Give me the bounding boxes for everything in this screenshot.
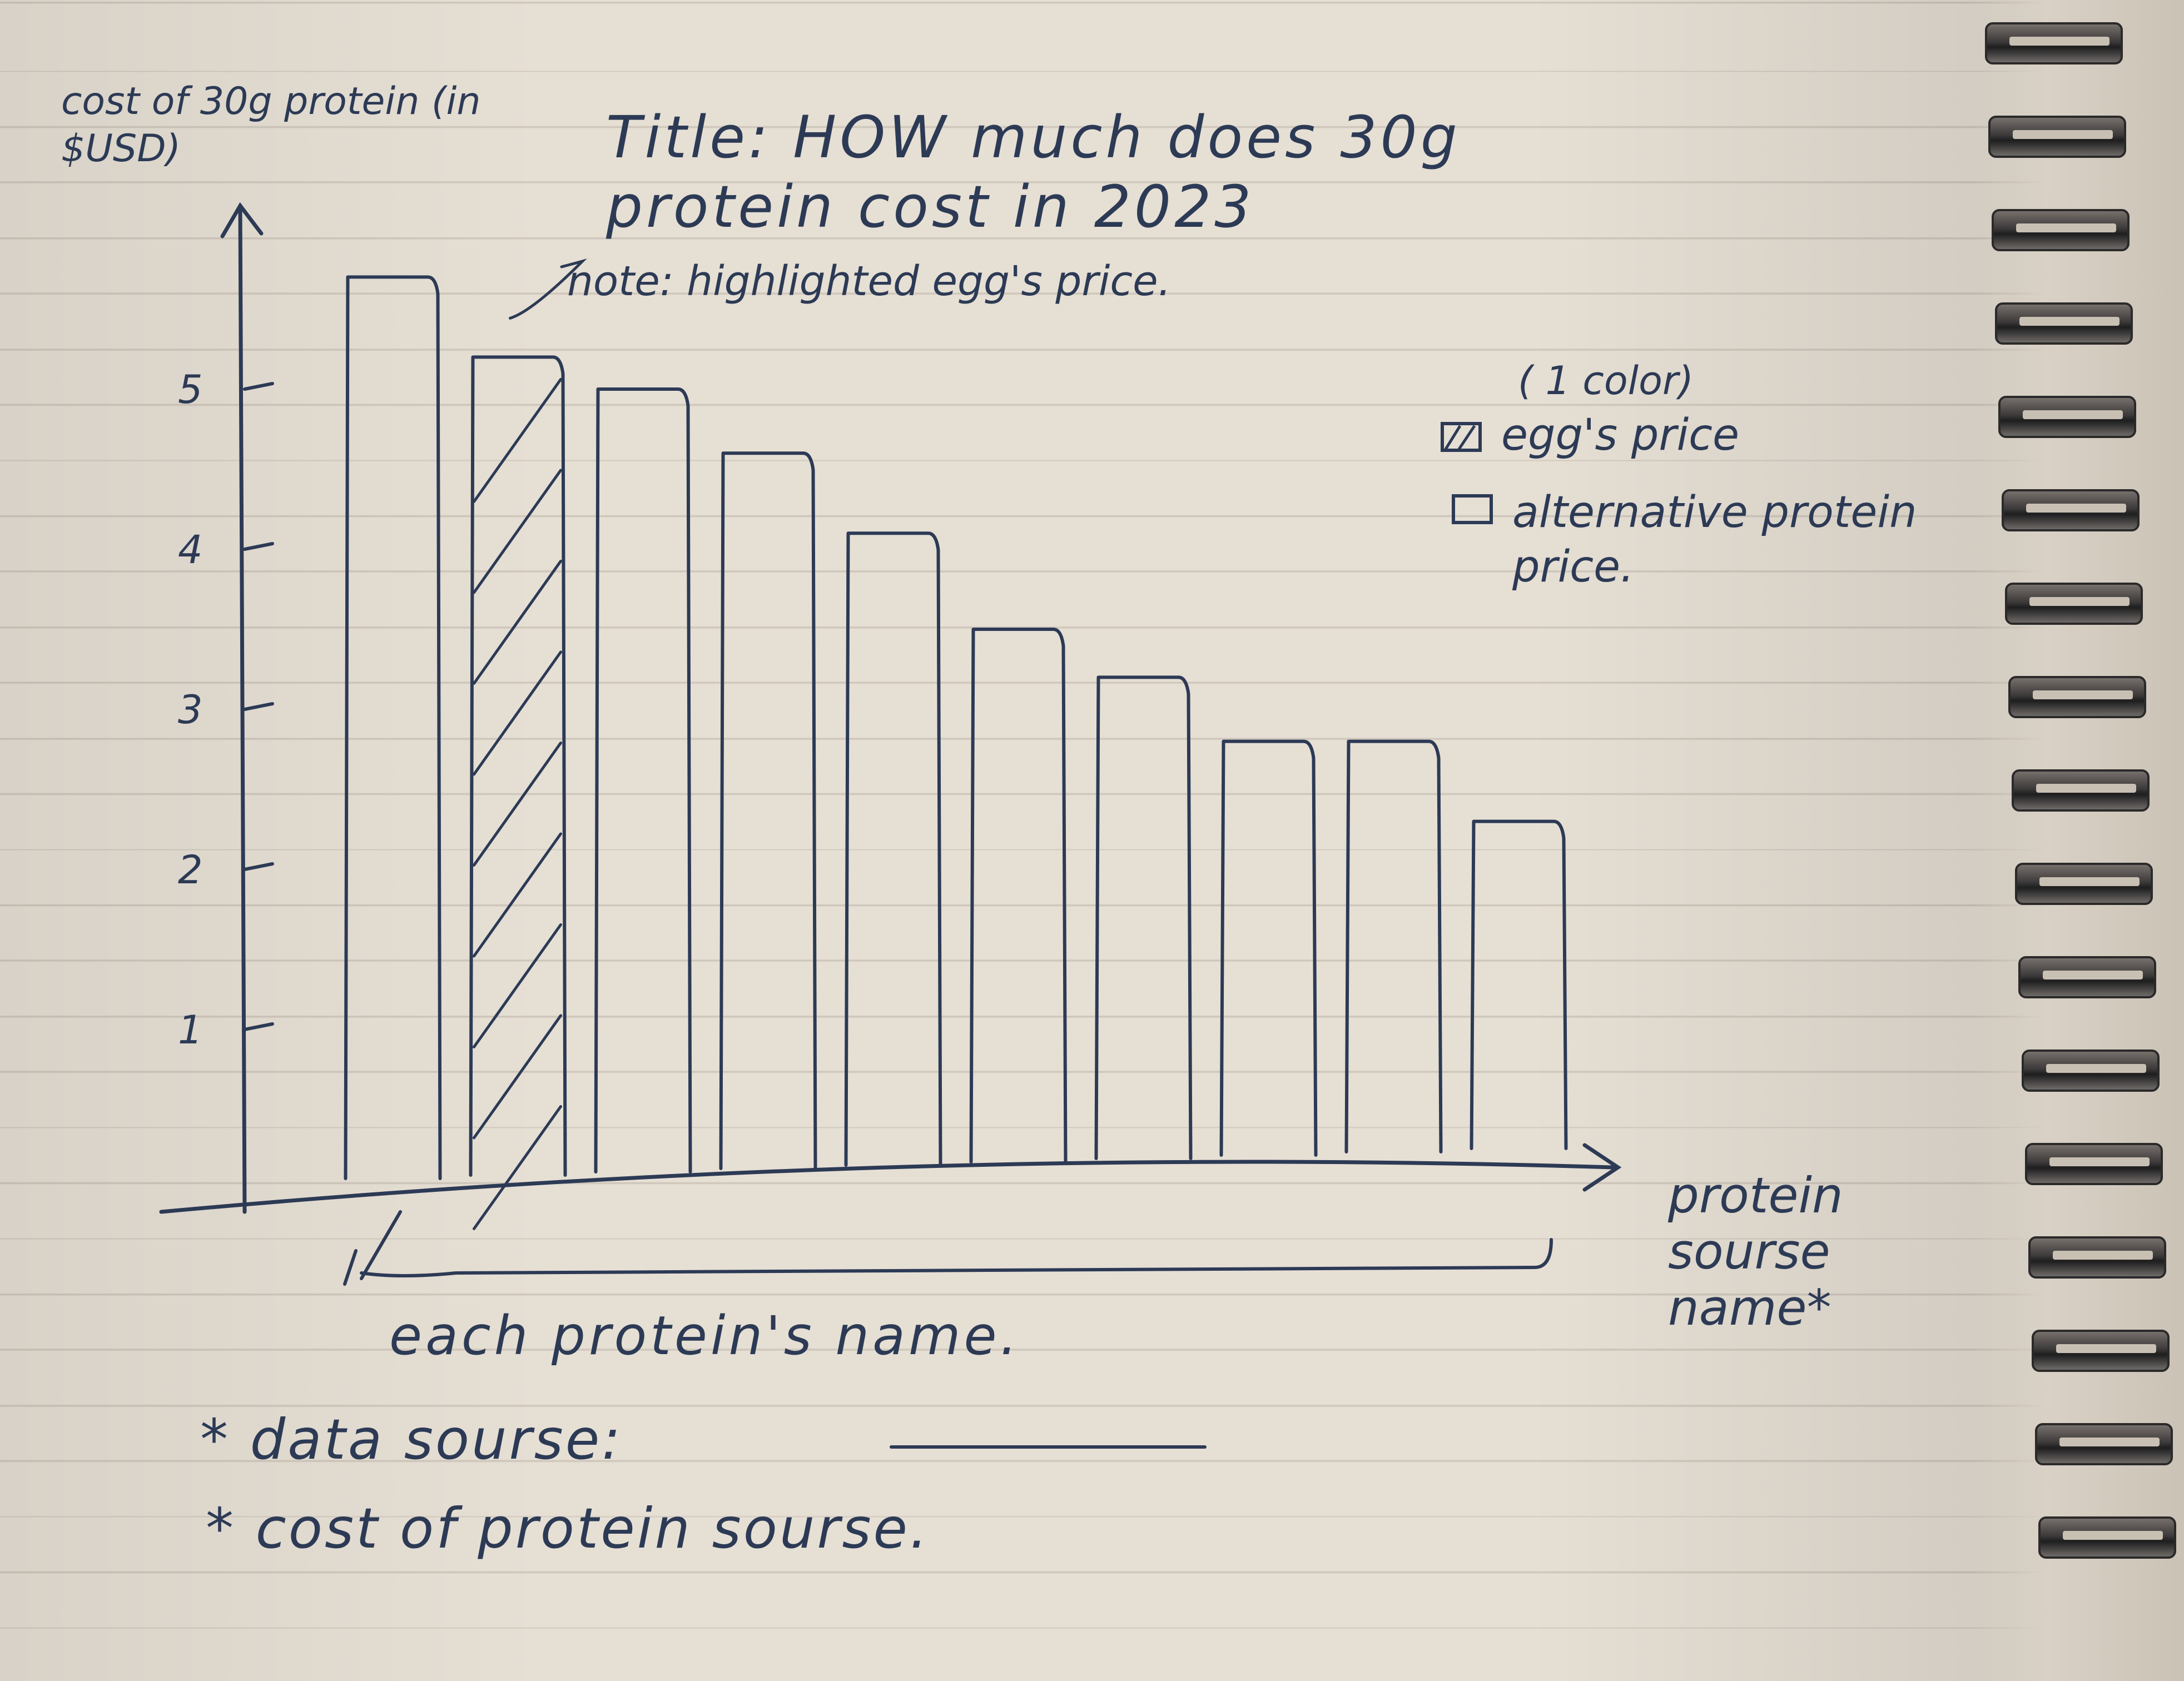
y-tick-label: 3 [178, 687, 203, 733]
legend-entry-alternative: alternative protein price. [1435, 486, 2013, 592]
bar-egg-highlighted [469, 355, 567, 1230]
spiral-ring [2035, 1423, 2173, 1465]
x-tick-brace [343, 1210, 1553, 1286]
legend: ( 1 color) egg's price alternative prote… [1435, 361, 2013, 592]
spiral-ring [1992, 209, 2130, 251]
spiral-ring [2025, 1143, 2163, 1185]
legend-entry-egg: egg's price [1435, 414, 2013, 464]
bar [344, 275, 442, 1180]
chart-axes [159, 202, 1622, 1214]
y-tick-mark [243, 1022, 274, 1031]
bar [969, 628, 1068, 1163]
y-axis-label: cost of 30g protein (in $USD) [61, 79, 481, 171]
note-pointer [509, 258, 587, 320]
bar [1094, 675, 1193, 1160]
y-tick-label: 5 [178, 367, 203, 412]
y-tick-mark [243, 862, 274, 871]
highlight-note: note: highlighted egg's price. [567, 257, 1172, 305]
data-source-blank-line [890, 1445, 1207, 1449]
x-tick-label: each protein's name. [389, 1305, 1021, 1367]
y-tick-label: 1 [178, 1007, 203, 1053]
spiral-ring [1985, 22, 2123, 64]
bar [594, 387, 692, 1173]
bar [1219, 739, 1318, 1157]
chart-annotations [343, 258, 1553, 1286]
bar [844, 531, 942, 1167]
y-ticks: 1 2 3 4 5 [178, 367, 274, 1053]
bar [1470, 819, 1568, 1150]
spiral-binding [1973, 0, 2184, 1681]
spiral-ring [2028, 1236, 2166, 1279]
spiral-ring [2022, 1050, 2160, 1092]
spiral-ring [2008, 676, 2146, 718]
spiral-ring [2002, 489, 2140, 531]
y-axis-line [238, 203, 247, 1214]
bar [1344, 739, 1443, 1153]
y-tick-mark [243, 702, 274, 711]
y-tick-label: 2 [178, 847, 203, 893]
y-axis-arrow [220, 202, 264, 238]
spiral-ring [1995, 302, 2133, 345]
bar [719, 451, 817, 1170]
legend-swatch-hatched [1441, 422, 1482, 452]
footnote-data-source: * data sourse: [200, 1407, 623, 1472]
spiral-ring [1998, 396, 2136, 438]
legend-label-alternative: alternative protein price. [1512, 488, 1917, 592]
y-tick-mark [243, 382, 274, 391]
spiral-ring [2038, 1516, 2176, 1559]
y-tick-mark [243, 542, 274, 551]
spiral-ring [2012, 769, 2150, 812]
legend-header: ( 1 color) [1518, 358, 1694, 404]
chart-bars [344, 275, 1568, 1230]
x-axis-arrow [1582, 1143, 1622, 1192]
footnote-cost: * cost of protein sourse. [206, 1496, 930, 1561]
spiral-ring [2005, 583, 2143, 625]
legend-swatch-empty [1452, 494, 1493, 524]
x-axis-line [159, 1160, 1615, 1214]
y-tick-label: 4 [178, 527, 203, 573]
spiral-ring [2032, 1330, 2170, 1372]
spiral-ring [2015, 863, 2153, 905]
spiral-ring [2018, 956, 2156, 998]
legend-label-egg: egg's price [1501, 410, 1740, 460]
spiral-ring [1988, 116, 2126, 158]
x-axis-label: protein sourse name* [1668, 1167, 1843, 1337]
chart-title: Title: HOW much does 30g protein cost in… [606, 103, 1461, 241]
